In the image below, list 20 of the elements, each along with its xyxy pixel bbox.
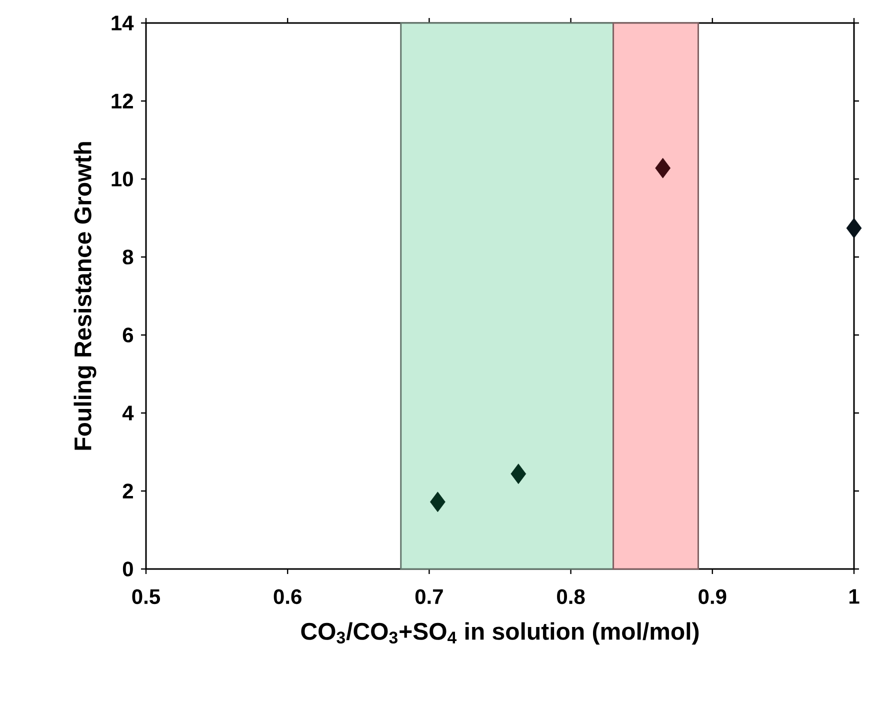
y-tick-label: 14 bbox=[112, 16, 134, 30]
x-tick-label: 0.6 bbox=[274, 589, 302, 604]
point bbox=[655, 158, 671, 178]
y-tick-label: 2 bbox=[122, 484, 133, 498]
point bbox=[430, 492, 446, 512]
y-tick-label: 4 bbox=[122, 406, 134, 420]
x-tick-label: 1 bbox=[849, 589, 860, 604]
y-axis-title: Fouling Resistance Growth bbox=[74, 142, 96, 450]
point bbox=[846, 218, 862, 238]
y-tick-label: 0 bbox=[122, 562, 133, 576]
x-tick-label: 0.8 bbox=[557, 589, 585, 604]
x-tick-label: 0.9 bbox=[698, 589, 726, 604]
y-tick-label: 8 bbox=[122, 250, 134, 264]
y-tick-label: 10 bbox=[112, 172, 133, 186]
point bbox=[510, 464, 526, 484]
y-tick-label: 6 bbox=[122, 328, 134, 342]
x-tick-label: 0.7 bbox=[415, 589, 443, 604]
x-tick-label: 0.5 bbox=[132, 589, 160, 604]
y-tick-label: 12 bbox=[112, 94, 133, 108]
x-axis-title: CO$_{3}$/CO$_{3}$+SO$_{4}$ in solution (mol/mol) bbox=[301, 622, 699, 645]
